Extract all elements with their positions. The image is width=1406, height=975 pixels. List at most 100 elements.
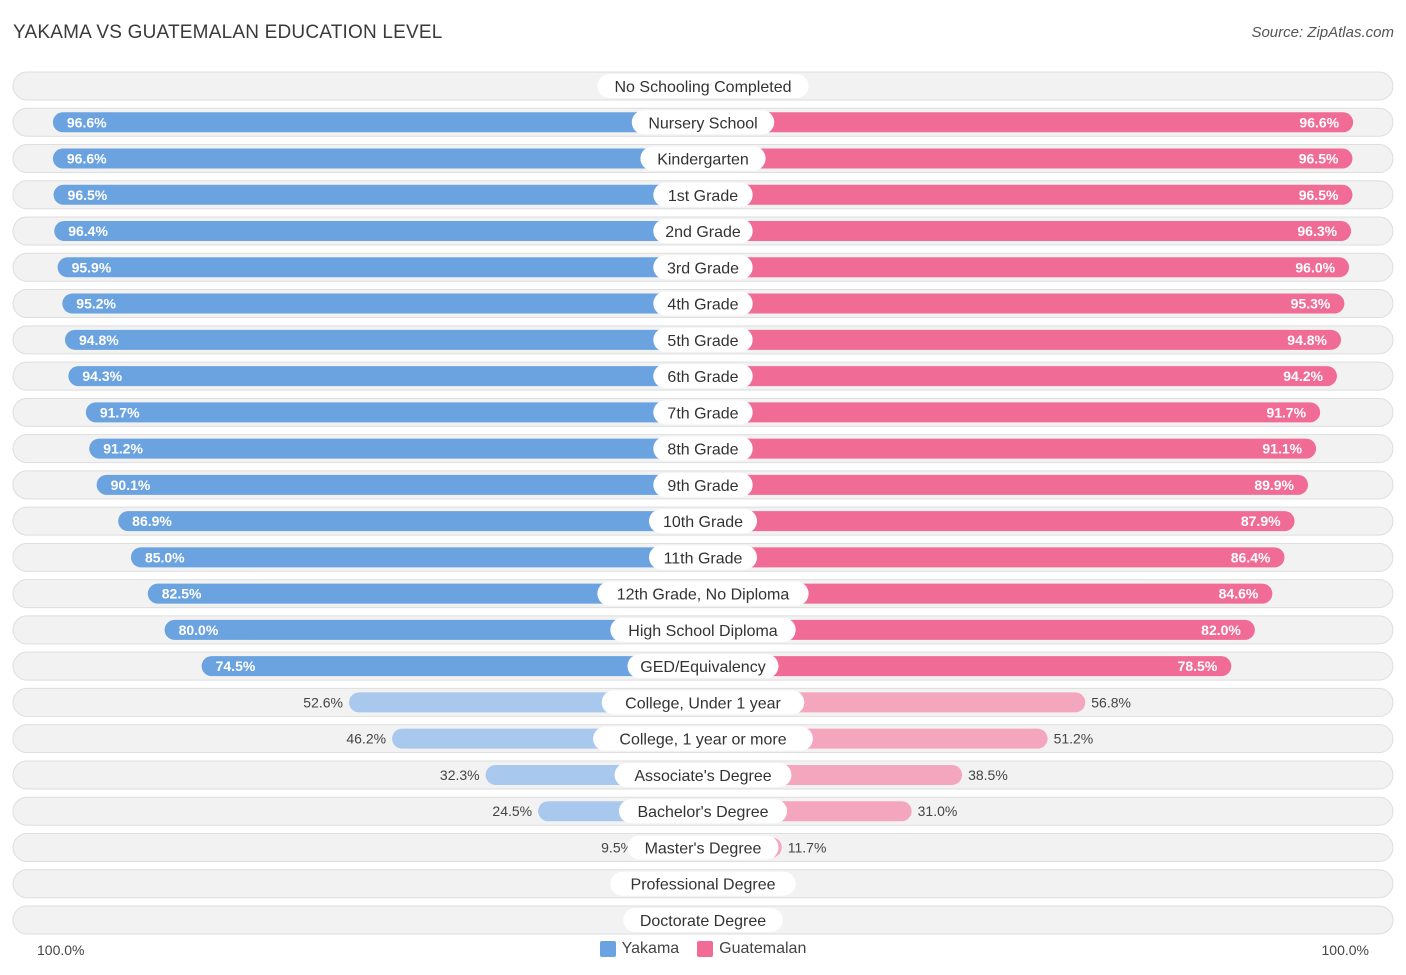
bar-guatemalan[interactable] (703, 583, 1273, 604)
category-label: 1st Grade (668, 188, 738, 205)
category-label-pill (649, 545, 757, 570)
bar-yakama[interactable] (57, 257, 703, 278)
bar-yakama[interactable] (147, 583, 703, 604)
value-label-yakama: 82.5% (162, 586, 202, 602)
bar-yakama[interactable] (54, 221, 703, 242)
category-label-pill (593, 726, 813, 751)
bar-guatemalan[interactable] (703, 293, 1345, 314)
value-label-yakama: 95.2% (76, 296, 116, 312)
category-label-pill (597, 581, 809, 606)
category-label: Professional Degree (631, 877, 776, 894)
value-label-yakama: 91.2% (103, 441, 143, 457)
bar-yakama[interactable] (52, 148, 703, 169)
bar-yakama[interactable] (85, 402, 703, 423)
category-label-pill (610, 617, 796, 642)
value-label-guatemalan: 51.2% (1054, 731, 1094, 747)
bar-guatemalan[interactable] (703, 474, 1309, 495)
category-label: 7th Grade (667, 405, 738, 422)
legend-swatch-yakama (599, 941, 616, 957)
value-label-guatemalan: 38.5% (968, 767, 1008, 783)
bar-guatemalan[interactable] (703, 656, 1232, 677)
value-label-guatemalan: 56.8% (1091, 694, 1131, 710)
bar-guatemalan[interactable] (703, 148, 1353, 169)
category-label: 2nd Grade (665, 224, 741, 241)
category-label: Nursery School (648, 115, 757, 132)
bar-guatemalan[interactable] (703, 438, 1317, 459)
bar-yakama[interactable] (68, 366, 703, 387)
bar-guatemalan[interactable] (703, 257, 1350, 278)
category-label-pill (653, 255, 753, 280)
bar-yakama[interactable] (64, 329, 704, 350)
value-label-yakama: 94.8% (79, 332, 119, 348)
legend: Yakama Guatemalan (0, 940, 1406, 958)
bar-yakama[interactable] (118, 511, 703, 532)
value-label-guatemalan: 96.5% (1299, 187, 1339, 203)
bar-guatemalan[interactable] (703, 221, 1352, 242)
category-label-pill (623, 907, 783, 932)
bar-yakama[interactable] (52, 112, 703, 133)
category-label-pill (653, 400, 753, 425)
value-label-yakama: 86.9% (132, 513, 172, 529)
category-label: Master's Degree (645, 840, 762, 857)
legend-label-guatemalan: Guatemalan (719, 940, 807, 957)
value-label-yakama: 96.4% (68, 223, 108, 239)
category-label: 9th Grade (667, 478, 738, 495)
bar-yakama[interactable] (62, 293, 703, 314)
value-label-yakama: 24.5% (492, 803, 532, 819)
category-label: 5th Grade (667, 333, 738, 350)
value-label-yakama: 80.0% (179, 622, 219, 638)
value-label-guatemalan: 96.6% (1299, 114, 1339, 130)
legend-label-yakama: Yakama (621, 940, 680, 957)
bar-guatemalan[interactable] (703, 329, 1342, 350)
bar-guatemalan[interactable] (703, 619, 1255, 640)
value-label-guatemalan: 96.5% (1299, 151, 1339, 167)
bar-yakama[interactable] (201, 656, 704, 677)
legend-item-yakama[interactable]: Yakama (599, 940, 680, 958)
value-label-yakama: 32.3% (440, 767, 480, 783)
value-label-guatemalan: 84.6% (1219, 586, 1259, 602)
category-label-pill (653, 327, 753, 352)
bar-guatemalan[interactable] (703, 112, 1354, 133)
value-label-yakama: 96.5% (68, 187, 108, 203)
value-label-guatemalan: 96.3% (1297, 223, 1337, 239)
bar-yakama[interactable] (89, 438, 703, 459)
bar-guatemalan[interactable] (703, 184, 1353, 205)
bar-yakama[interactable] (164, 619, 704, 640)
value-label-guatemalan: 31.0% (918, 803, 958, 819)
bar-guatemalan[interactable] (703, 402, 1321, 423)
value-label-yakama: 9.5% (601, 839, 633, 855)
value-label-guatemalan: 82.0% (1201, 622, 1241, 638)
bar-guatemalan[interactable] (703, 547, 1285, 568)
bar-yakama[interactable] (53, 184, 704, 205)
category-label: College, Under 1 year (625, 695, 781, 712)
value-label-yakama: 96.6% (67, 114, 107, 130)
value-label-yakama: 85.0% (145, 549, 185, 565)
value-label-yakama: 46.2% (346, 731, 386, 747)
category-label: 3rd Grade (667, 260, 739, 277)
category-label: 4th Grade (667, 297, 738, 314)
axis-right-label: 100.0% (1321, 942, 1369, 958)
value-label-guatemalan: 95.3% (1291, 296, 1331, 312)
bar-guatemalan[interactable] (703, 511, 1295, 532)
value-label-guatemalan: 96.0% (1295, 259, 1335, 275)
value-label-yakama: 94.3% (82, 368, 122, 384)
value-label-guatemalan: 11.7% (788, 839, 827, 855)
value-label-guatemalan: 91.1% (1262, 441, 1302, 457)
category-label-pill (627, 654, 779, 679)
category-label: High School Diploma (628, 623, 778, 640)
axis-left-label: 100.0% (37, 942, 85, 958)
bar-guatemalan[interactable] (703, 366, 1337, 387)
category-label: Doctorate Degree (640, 913, 766, 930)
value-label-yakama: 90.1% (111, 477, 151, 493)
category-label-pill (601, 690, 805, 715)
category-label-pill (640, 146, 766, 171)
category-label-pill (627, 835, 779, 860)
value-label-guatemalan: 94.2% (1283, 368, 1323, 384)
category-label-pill (653, 364, 753, 389)
value-label-guatemalan: 89.9% (1254, 477, 1294, 493)
legend-item-guatemalan[interactable]: Guatemalan (697, 940, 806, 958)
category-label-pill (649, 509, 757, 534)
bar-yakama[interactable] (96, 474, 703, 495)
value-label-yakama: 52.6% (303, 694, 343, 710)
bar-yakama[interactable] (130, 547, 703, 568)
